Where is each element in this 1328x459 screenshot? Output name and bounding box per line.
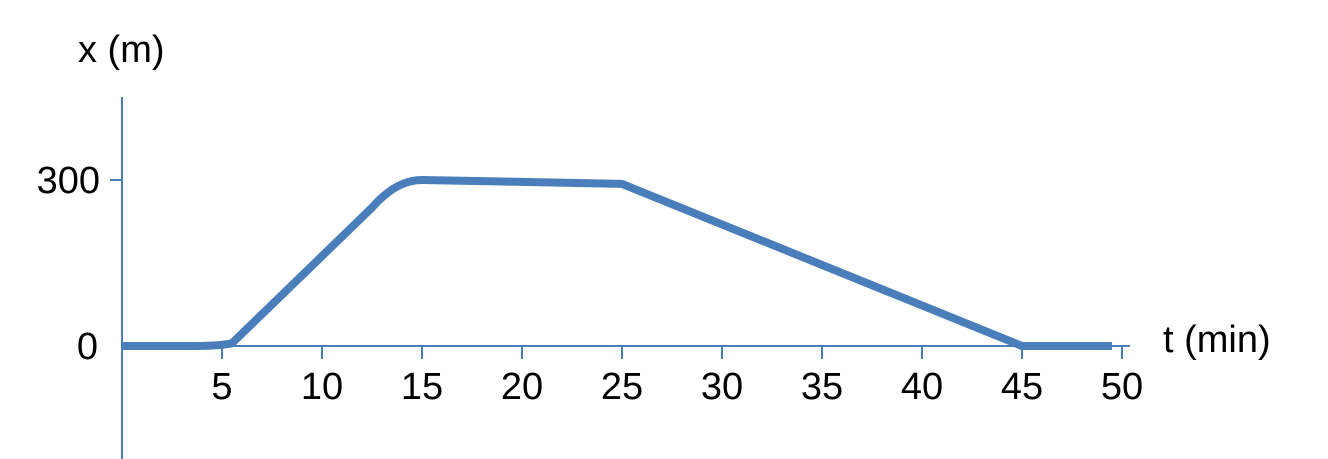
position-series-line (122, 176, 1112, 350)
y-ticks: 0 300 (37, 160, 122, 368)
x-axis-title: t (min) (1163, 319, 1271, 361)
x-tick-label: 20 (501, 366, 543, 408)
x-ticks: 5 10 15 20 25 30 35 40 45 50 (211, 346, 1143, 408)
x-tick-label: 30 (701, 366, 743, 408)
x-tick-label: 25 (601, 366, 643, 408)
series-layer (122, 176, 1112, 350)
x-tick-label: 15 (401, 366, 443, 408)
x-tick-label: 10 (301, 366, 343, 408)
x-tick-label: 35 (801, 366, 843, 408)
x-tick-label: 5 (211, 366, 232, 408)
x-tick-label: 40 (901, 366, 943, 408)
y-tick-label: 300 (37, 160, 100, 202)
x-tick-label: 45 (1001, 366, 1043, 408)
y-axis-title: x (m) (78, 29, 165, 71)
x-tick-label: 50 (1101, 366, 1143, 408)
y-tick-label: 0 (77, 326, 98, 368)
